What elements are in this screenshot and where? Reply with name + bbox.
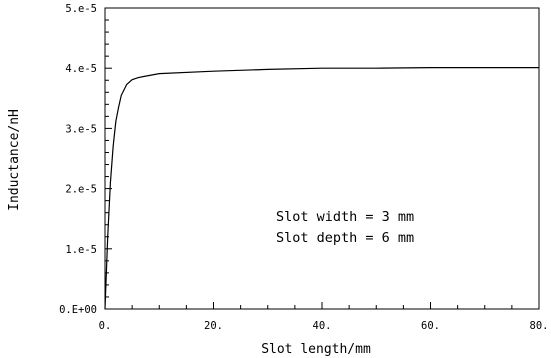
x-tick-label: 40.	[313, 320, 332, 332]
x-axis-ticks: 0. 20. 40. 60. 80.	[99, 302, 549, 332]
x-tick-label: 0.	[99, 320, 112, 332]
annotation-slot-depth: Slot depth = 6 mm	[276, 230, 414, 246]
y-axis-label: Inductance/nH	[7, 109, 22, 211]
x-tick-label: 20.	[204, 320, 223, 332]
series-line-0	[104, 66, 539, 310]
y-tick-label: 4.e-5	[65, 63, 97, 75]
y-tick-label: 3.e-5	[65, 123, 97, 135]
y-tick-label: 5.e-5	[65, 3, 97, 15]
y-tick-label: 0.E+00	[59, 304, 97, 316]
series-group	[104, 66, 539, 310]
x-axis-label: Slot length/mm	[261, 342, 371, 357]
x-tick-label: 60.	[421, 320, 440, 332]
y-tick-label: 2.e-5	[65, 184, 97, 196]
plot-frame	[104, 7, 540, 310]
x-tick-label: 80.	[530, 320, 549, 332]
annotation-slot-width: Slot width = 3 mm	[276, 209, 414, 225]
y-axis-ticks: 0.E+00 1.e-5 2.e-5 3.e-5 4.e-5 5.e-5	[59, 3, 112, 316]
y-tick-label: 1.e-5	[65, 244, 97, 256]
